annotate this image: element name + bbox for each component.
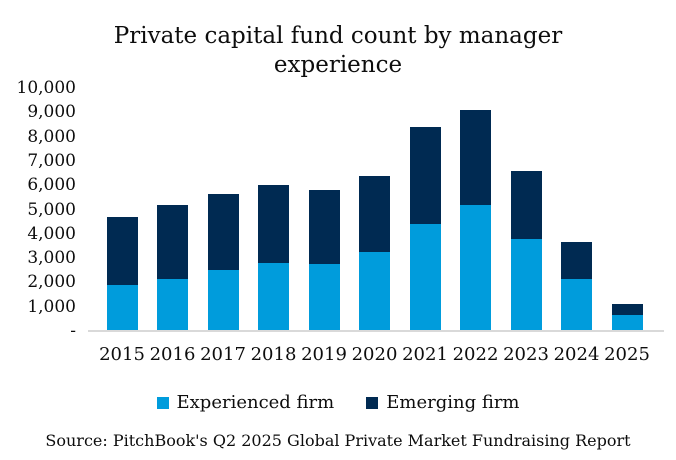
x-tick-label-2022: 2022 [452,344,499,365]
legend-item-experienced-firm: Experienced firm [156,392,335,414]
y-tick-label: 8,000 [27,126,76,147]
bar-segment-emerging-firm-2020 [359,175,390,253]
source-caption: Source: PitchBook's Q2 2025 Global Priva… [45,431,631,450]
experienced-firm-swatch-icon [156,397,169,409]
bar-segment-emerging-firm-2018 [258,185,289,263]
y-tick-label: 4,000 [27,223,76,244]
bar-segment-emerging-firm-2022 [460,109,491,205]
bar-segment-experienced-firm-2020 [359,252,390,331]
bar-segment-emerging-firm-2016 [157,204,188,279]
y-tick-label: 5,000 [27,199,76,220]
x-tick-label-2015: 2015 [99,344,145,365]
x-tick-label-2025: 2025 [604,344,650,365]
bar-segment-emerging-firm-2021 [409,126,441,225]
x-tick-label-2021: 2021 [402,344,448,365]
bar-segment-experienced-firm-2025 [611,315,643,331]
bar-segment-experienced-firm-2019 [308,264,340,331]
y-tick-label: 10,000 [16,78,76,98]
bar-segment-experienced-firm-2024 [561,278,592,331]
y-axis: - 1,000 2,000 3,000 4,000 5,000 6,000 7,000 8,00… [0,0,78,460]
y-tick-label: 3,000 [27,248,76,269]
bar-segment-emerging-firm-2019 [308,190,340,265]
bar-segment-emerging-firm-2015 [106,216,138,285]
bar-segment-experienced-firm-2016 [157,278,188,331]
bar-segment-experienced-firm-2015 [106,284,138,331]
x-tick-label-2016: 2016 [149,344,196,365]
x-tick-label-2020: 2020 [351,344,398,365]
bar-segment-experienced-firm-2021 [409,224,441,331]
y-tick-label: 1,000 [27,296,76,317]
x-tick-label-2018: 2018 [250,344,297,365]
bar-segment-emerging-firm-2017 [207,193,239,271]
y-tick-label: 2,000 [27,272,76,293]
bar-segment-experienced-firm-2018 [258,262,289,331]
x-tick-label-2017: 2017 [200,344,246,365]
y-tick-label: 7,000 [27,150,76,171]
bar-segment-experienced-firm-2017 [207,270,239,331]
bar-segment-emerging-firm-2024 [561,242,592,279]
y-tick-label: 6,000 [27,175,76,196]
x-tick-label-2023: 2023 [503,344,549,365]
chart-title: Private capital fund count by manager ex… [113,23,563,78]
legend: Experienced firm Emerging firm [0,392,676,414]
bar-segment-emerging-firm-2025 [611,304,643,316]
bar-segment-experienced-firm-2022 [460,204,491,331]
bar-segment-emerging-firm-2023 [510,170,542,239]
bar-segment-experienced-firm-2023 [510,238,542,331]
y-tick-label: - [70,321,76,341]
legend-item-emerging-firm: Emerging firm [366,392,520,414]
x-tick-label-2019: 2019 [301,344,347,365]
emerging-firm-swatch-icon [366,397,379,409]
y-tick-label: 9,000 [27,102,76,123]
x-tick-label-2024: 2024 [553,344,600,365]
x-axis-baseline [88,330,664,332]
legend-label: Experienced firm [176,392,335,413]
x-axis: 2015 2016 2017 2018 2019 2020 2021 2022 2023 2024… [95,343,660,367]
legend-label: Emerging firm [386,392,520,413]
plot-area [95,88,660,331]
